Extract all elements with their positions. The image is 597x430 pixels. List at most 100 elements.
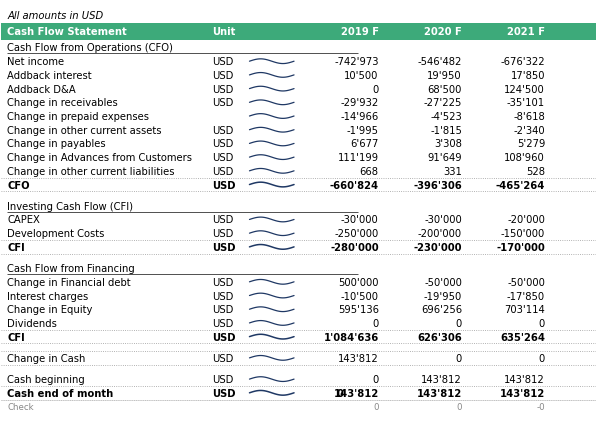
Text: -30'000: -30'000: [424, 215, 462, 225]
Text: USD: USD: [213, 374, 233, 384]
Text: -20'000: -20'000: [507, 215, 545, 225]
Text: 0: 0: [373, 402, 378, 411]
Text: Development Costs: Development Costs: [7, 229, 104, 239]
Text: Addback interest: Addback interest: [7, 71, 92, 81]
Text: 91'649: 91'649: [427, 153, 462, 163]
Text: Change in payables: Change in payables: [7, 139, 106, 149]
Text: 0: 0: [457, 402, 462, 411]
Text: CFI: CFI: [7, 332, 25, 342]
Text: -546'482: -546'482: [417, 57, 462, 67]
Text: USD: USD: [213, 57, 233, 67]
Text: 0: 0: [336, 388, 343, 398]
Text: -230'000: -230'000: [413, 243, 462, 252]
Text: Cash end of month: Cash end of month: [7, 388, 113, 398]
Text: -35'101: -35'101: [507, 98, 545, 108]
Text: 703'114: 703'114: [504, 304, 545, 314]
Text: 595'136: 595'136: [338, 304, 378, 314]
Text: 143'812: 143'812: [338, 353, 378, 363]
Text: Check: Check: [7, 402, 34, 411]
Text: -250'000: -250'000: [334, 229, 378, 239]
Text: Cash Flow Statement: Cash Flow Statement: [7, 27, 127, 37]
Text: 68'500: 68'500: [427, 84, 462, 94]
Text: 0: 0: [539, 353, 545, 363]
Text: 0: 0: [373, 318, 378, 328]
Text: -19'950: -19'950: [424, 291, 462, 301]
Text: Change in prepaid expenses: Change in prepaid expenses: [7, 112, 149, 122]
Text: USD: USD: [213, 318, 233, 328]
Text: 19'950: 19'950: [427, 71, 462, 81]
Text: Cash Flow from Operations (CFO): Cash Flow from Operations (CFO): [7, 43, 173, 53]
Text: 331: 331: [443, 166, 462, 176]
Text: 2020 F: 2020 F: [424, 27, 462, 37]
Text: 143'812: 143'812: [417, 388, 462, 398]
Text: -10'500: -10'500: [341, 291, 378, 301]
Text: Change in Cash: Change in Cash: [7, 353, 86, 363]
Text: USD: USD: [213, 180, 236, 190]
Text: Change in Financial debt: Change in Financial debt: [7, 277, 131, 287]
Text: CFI: CFI: [7, 243, 25, 252]
Text: -660'824: -660'824: [330, 180, 378, 190]
Text: 0: 0: [373, 374, 378, 384]
Text: Investing Cash Flow (CFI): Investing Cash Flow (CFI): [7, 201, 133, 211]
Text: USD: USD: [213, 153, 233, 163]
Text: 124'500: 124'500: [504, 84, 545, 94]
Text: -30'000: -30'000: [341, 215, 378, 225]
Text: USD: USD: [213, 215, 233, 225]
Text: Interest charges: Interest charges: [7, 291, 88, 301]
Text: 0: 0: [539, 318, 545, 328]
Text: Unit: Unit: [213, 27, 236, 37]
Text: -742'973: -742'973: [334, 57, 378, 67]
Text: -8'618: -8'618: [513, 112, 545, 122]
Text: Cash Flow from Financing: Cash Flow from Financing: [7, 264, 135, 273]
Text: -17'850: -17'850: [507, 291, 545, 301]
Text: USD: USD: [213, 166, 233, 176]
Text: CFO: CFO: [7, 180, 30, 190]
Text: 0: 0: [373, 84, 378, 94]
Text: USD: USD: [213, 353, 233, 363]
Text: USD: USD: [213, 71, 233, 81]
Text: -465'264: -465'264: [496, 180, 545, 190]
Text: 108'960: 108'960: [504, 153, 545, 163]
Text: 1'084'636: 1'084'636: [324, 332, 378, 342]
Text: CAPEX: CAPEX: [7, 215, 40, 225]
Text: -200'000: -200'000: [418, 229, 462, 239]
Text: -14'966: -14'966: [340, 112, 378, 122]
Text: -4'523: -4'523: [430, 112, 462, 122]
Text: 6'677: 6'677: [350, 139, 378, 149]
Text: 3'308: 3'308: [434, 139, 462, 149]
Text: USD: USD: [213, 243, 236, 252]
Text: 111'199: 111'199: [337, 153, 378, 163]
Text: Cash beginning: Cash beginning: [7, 374, 85, 384]
Text: -150'000: -150'000: [501, 229, 545, 239]
Text: Change in receivables: Change in receivables: [7, 98, 118, 108]
Text: 626'306: 626'306: [417, 332, 462, 342]
Text: 143'812: 143'812: [500, 388, 545, 398]
Text: 2021 F: 2021 F: [507, 27, 545, 37]
Text: 635'264: 635'264: [500, 332, 545, 342]
Text: -1'995: -1'995: [347, 126, 378, 135]
Text: 668: 668: [360, 166, 378, 176]
Text: 696'256: 696'256: [421, 304, 462, 314]
Text: -2'340: -2'340: [513, 126, 545, 135]
Text: 500'000: 500'000: [338, 277, 378, 287]
Text: -280'000: -280'000: [330, 243, 378, 252]
Text: -1'815: -1'815: [430, 126, 462, 135]
Text: 2019 F: 2019 F: [341, 27, 378, 37]
Text: 17'850: 17'850: [510, 71, 545, 81]
Text: 10'500: 10'500: [344, 71, 378, 81]
Text: Change in other current assets: Change in other current assets: [7, 126, 162, 135]
Text: 143'812: 143'812: [421, 374, 462, 384]
Text: -676'322: -676'322: [500, 57, 545, 67]
Text: -170'000: -170'000: [496, 243, 545, 252]
Text: USD: USD: [213, 291, 233, 301]
Text: Dividends: Dividends: [7, 318, 57, 328]
Text: 143'812: 143'812: [504, 374, 545, 384]
Text: USD: USD: [213, 332, 236, 342]
Text: -50'000: -50'000: [507, 277, 545, 287]
Text: Net income: Net income: [7, 57, 64, 67]
Text: All amounts in USD: All amounts in USD: [7, 11, 104, 21]
Text: USD: USD: [213, 139, 233, 149]
Text: -396'306: -396'306: [413, 180, 462, 190]
Text: USD: USD: [213, 277, 233, 287]
Text: USD: USD: [213, 126, 233, 135]
